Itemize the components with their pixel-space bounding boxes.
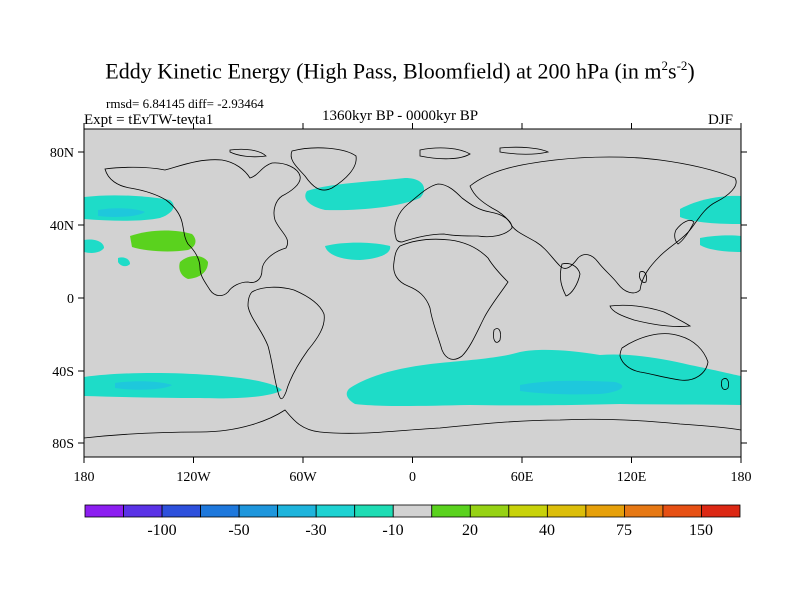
longitude-labels: 180 120W 60W 0 60E 120E 180 (74, 470, 752, 485)
anomaly-patch-so-east (346, 349, 741, 406)
title-unit-sup1: 2 (661, 58, 669, 73)
coastline-greenland (290, 147, 357, 191)
season-label: DJF (708, 112, 734, 128)
colorbar-box (508, 504, 548, 518)
coastline-north-america (104, 159, 301, 296)
colorbar-box (469, 504, 510, 518)
coastline-australia (619, 333, 709, 381)
colorbar-label: -50 (228, 522, 249, 539)
anomaly-patch-nwpac (680, 195, 741, 224)
lat-label: 80N (50, 146, 74, 161)
coastline-new-zealand (721, 378, 729, 390)
map-background (84, 129, 741, 457)
anomaly-patch-npac-west-core (98, 208, 145, 217)
latitude-labels: 80N 40N 0 40S 80S (50, 146, 74, 452)
colorbar-box (354, 504, 394, 518)
lat-label: 0 (67, 292, 74, 307)
colorbar-box (161, 504, 201, 518)
lon-label: 60E (511, 470, 534, 485)
coastline-africa (393, 238, 509, 360)
anomaly-positive-npac (130, 230, 196, 252)
colorbar-box (84, 504, 124, 518)
coastline-asia (469, 156, 737, 294)
colorbar-box (662, 504, 702, 518)
colorbar-box (123, 504, 163, 518)
lat-label: 40N (50, 219, 74, 234)
anomaly-patch-npac-west (84, 195, 174, 221)
coastline-philippines (639, 271, 647, 283)
colorbar-labels: -100 -50 -30 -10 20 40 75 150 (147, 522, 713, 539)
coastline-india (559, 263, 581, 297)
experiment-label: Expt = tEvTW-tevta1 (84, 112, 214, 128)
coastline-indonesia (609, 304, 692, 327)
lon-label: 60W (289, 470, 317, 485)
colorbar-label: -100 (147, 522, 176, 539)
anomaly-patch-hawaii (118, 257, 130, 267)
anomaly-patch-nwpac-south (700, 235, 741, 252)
colorbar-label: -30 (305, 522, 326, 539)
title-main: Eddy Kinetic Energy (High Pass, Bloomfie… (105, 58, 662, 84)
title-close: ) (687, 58, 695, 84)
colorbar-label: 75 (616, 522, 632, 539)
title-unit-mid: s (668, 58, 677, 84)
lon-label: 120W (176, 470, 211, 485)
lon-label: 180 (731, 470, 752, 485)
period-label: 1360kyr BP - 0000kyr BP (322, 108, 479, 124)
anomaly-patch-satl (325, 242, 391, 260)
colorbar-box (546, 504, 587, 518)
colorbar-box (277, 504, 317, 518)
latitude-ticks (78, 151, 747, 444)
colorbar-box (392, 504, 433, 518)
anomaly-shading (84, 178, 741, 406)
lat-label: 80S (52, 437, 74, 452)
colorbar-box (200, 504, 240, 518)
title-unit-sup2: -2 (676, 58, 688, 73)
colorbar-label: 150 (689, 522, 713, 539)
anomaly-patch-so-west-core (115, 381, 172, 390)
colorbar-box (431, 504, 471, 518)
colorbar-box (315, 504, 356, 518)
colorbar-box (701, 504, 741, 518)
coastline-arctic-islands (229, 146, 550, 160)
colorbar-label: -10 (382, 522, 403, 539)
coastline-japan (674, 220, 695, 245)
anomaly-patch-so-east-core (520, 380, 623, 395)
coastlines (83, 146, 742, 439)
map-title: Eddy Kinetic Energy (High Pass, Bloomfie… (0, 58, 800, 84)
lat-label: 40S (52, 365, 74, 380)
stats-text: rmsd= 6.84145 diff= -2.93464 (106, 96, 264, 111)
colorbar-box (585, 504, 625, 518)
anomaly-patch-so-west (84, 372, 282, 399)
coastline-south-america (247, 286, 325, 400)
colorbar-box (238, 504, 279, 518)
lon-label: 0 (409, 470, 416, 485)
coastline-antarctica (83, 409, 742, 439)
colorbar-box (624, 504, 664, 518)
longitude-ticks (83, 123, 742, 463)
colorbar (84, 504, 741, 518)
colorbar-label: 20 (462, 522, 478, 539)
anomaly-patch-npac-east (84, 239, 104, 253)
lon-label: 120E (617, 470, 647, 485)
lon-label: 180 (74, 470, 95, 485)
colorbar-label: 40 (539, 522, 555, 539)
coastline-madagascar (493, 328, 501, 343)
